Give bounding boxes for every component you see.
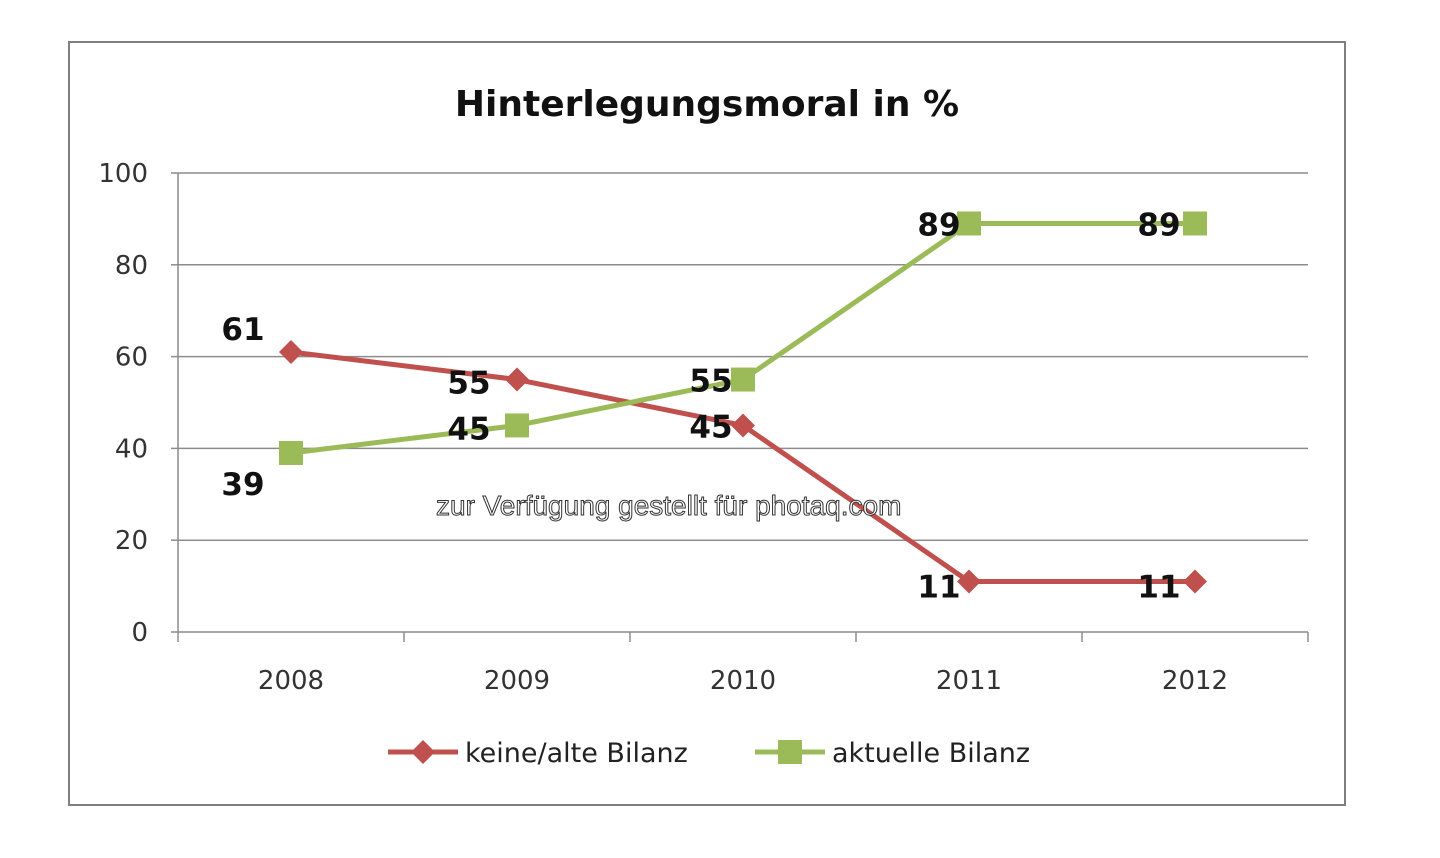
y-tick-label: 20 [115,526,148,556]
y-tick-label: 40 [115,434,148,464]
data-label: 11 [917,570,960,606]
legend: keine/alte Bilanz aktuelle Bilanz [388,738,1030,769]
watermark-text: zur Verfügung gestellt für photaq.com [435,490,902,522]
series [279,211,1207,594]
data-labels: 61 55 45 11 11 39 45 55 89 89 [221,207,1180,605]
data-label: 45 [447,411,490,447]
data-point [279,440,303,465]
data-label: 89 [1137,207,1180,243]
data-point [957,569,981,594]
data-point [731,367,755,392]
axes: 0 20 40 60 80 100 2008 2009 2010 2011 2012 [98,159,1309,696]
data-label: 39 [221,467,264,503]
x-tick-label: 2009 [484,666,550,696]
data-point [957,211,981,236]
data-label: 55 [447,366,490,402]
y-tick-label: 100 [98,159,148,189]
chart-title: Hinterlegungsmoral in % [455,84,959,125]
legend-entry: keine/alte Bilanz [465,738,688,769]
data-point [1183,211,1207,236]
data-label: 61 [221,312,264,348]
x-tick-label: 2010 [710,666,776,696]
data-label: 89 [917,207,960,243]
chart-frame [68,41,1346,806]
legend-entry: aktuelle Bilanz [832,738,1030,769]
data-point [731,413,755,438]
y-tick-label: 80 [115,251,148,281]
y-tick-label: 0 [131,618,148,648]
x-tick-label: 2011 [936,666,1002,696]
legend-marker [411,740,435,764]
x-tick-label: 2012 [1162,666,1228,696]
data-point [505,413,529,438]
data-label: 45 [689,409,732,445]
x-tick-label: 2008 [258,666,324,696]
data-label: 11 [1137,570,1180,606]
data-point [279,340,303,365]
gridlines [178,172,1308,541]
y-tick-label: 60 [115,343,148,373]
data-point [1183,569,1207,594]
data-label: 55 [689,364,732,400]
legend-marker [778,740,802,764]
data-point [505,367,529,392]
